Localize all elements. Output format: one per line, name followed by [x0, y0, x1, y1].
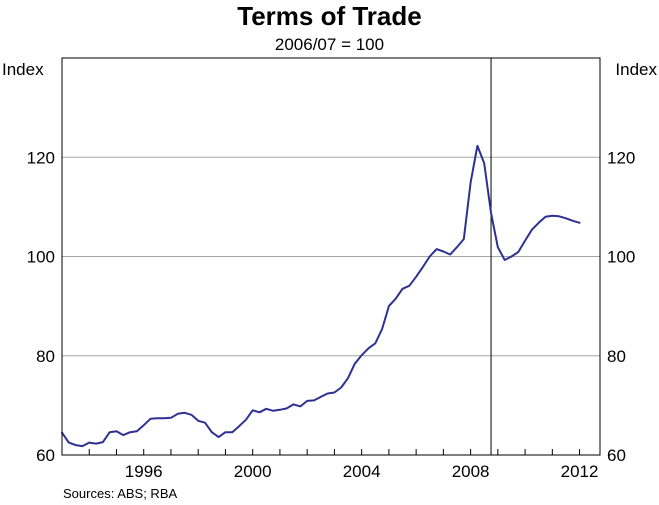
y-tick-label-left-60: 60 — [36, 446, 55, 465]
series-line-0 — [61, 144, 581, 448]
y-tick-label-right-100: 100 — [607, 248, 635, 267]
gridlines — [62, 156, 600, 357]
plot-frame — [61, 57, 601, 456]
chart-subtitle: 2006/07 = 100 — [275, 35, 384, 54]
source-note: Sources: ABS; RBA — [63, 486, 177, 501]
y-tick-label-left-80: 80 — [36, 347, 55, 366]
y-tick-label-right-120: 120 — [607, 148, 635, 167]
y-tick-label-right-60: 60 — [607, 446, 626, 465]
y-axis-unit-right: Index — [615, 60, 657, 79]
x-tick-label-2000: 2000 — [234, 462, 272, 481]
y-tick-label-left-100: 100 — [27, 248, 55, 267]
x-tick-label-2008: 2008 — [452, 462, 490, 481]
y-tick-label-right-80: 80 — [607, 347, 626, 366]
y-tick-label-left-120: 120 — [27, 148, 55, 167]
y-axis-ticks: 60 60 80 80 100 100 120 120 — [27, 148, 636, 465]
x-tick-label-2004: 2004 — [343, 462, 381, 481]
series-layer — [61, 144, 581, 448]
x-axis-ticks: 1996 2000 2004 2008 2012 — [61, 449, 599, 481]
chart-title: Terms of Trade — [237, 1, 421, 31]
x-tick-label-2012: 2012 — [561, 462, 599, 481]
x-tick-label-1996: 1996 — [125, 462, 163, 481]
y-axis-unit-left: Index — [2, 60, 44, 79]
